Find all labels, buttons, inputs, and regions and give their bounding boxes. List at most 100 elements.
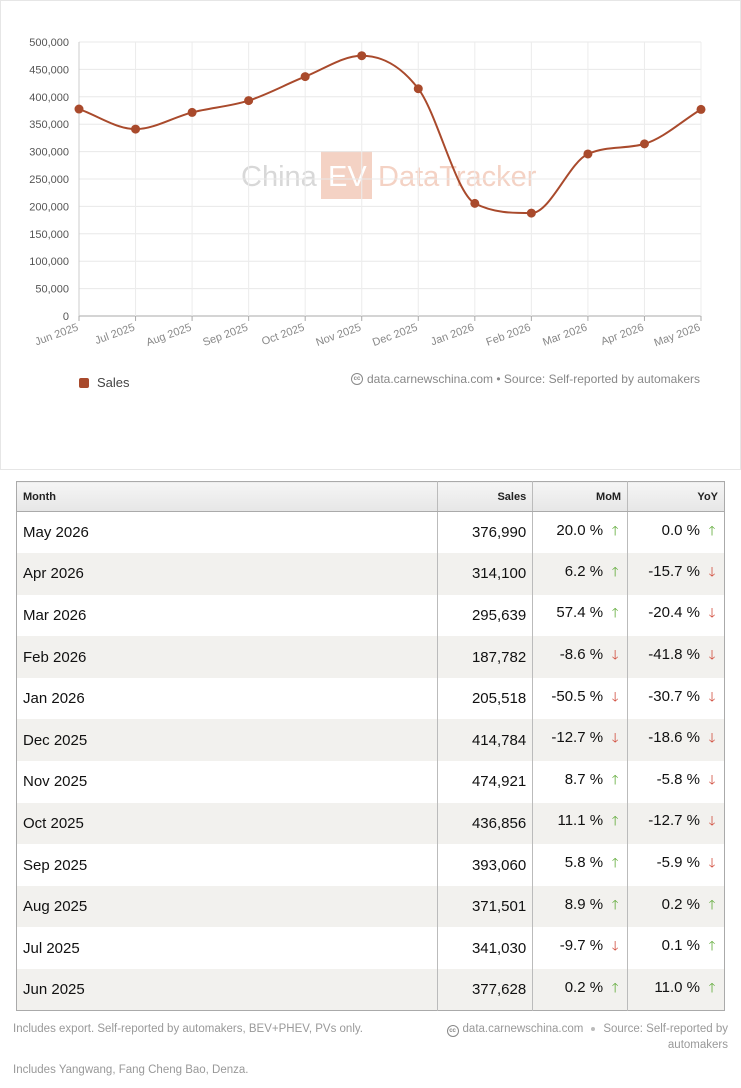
arrow-up-icon: 🡑 bbox=[708, 938, 716, 954]
data-point bbox=[696, 104, 706, 114]
cell-yoy-value: 11.0 % bbox=[654, 978, 700, 996]
cell-yoy: 0.1 % 🡑 bbox=[627, 927, 725, 970]
footer-site[interactable]: data.carnewschina.com bbox=[462, 1023, 584, 1035]
footer-source-text: Source: Self-reported by automakers bbox=[603, 1023, 728, 1051]
arrow-down-icon: 🡓 bbox=[611, 647, 619, 663]
data-point bbox=[300, 72, 310, 82]
cell-sales-value: 341,030 bbox=[471, 939, 527, 957]
table-row: Oct 2025 436,856 11.1 % 🡑 -12.7 % 🡓 bbox=[16, 802, 725, 845]
cell-yoy: -5.8 % 🡓 bbox=[627, 761, 725, 803]
chart-legend[interactable]: Sales bbox=[79, 375, 130, 390]
cell-sales-value: 377,628 bbox=[471, 981, 527, 999]
arrow-down-icon: 🡓 bbox=[708, 605, 716, 621]
cell-yoy-value: -5.9 % bbox=[656, 854, 700, 872]
x-tick-label: Jun 2025 bbox=[33, 322, 80, 349]
chart-source: cc data.carnewschina.com • Source: Self-… bbox=[350, 372, 700, 386]
arrow-up-icon: 🡑 bbox=[611, 563, 619, 579]
cell-yoy: 11.0 % 🡑 bbox=[627, 969, 725, 1011]
legend-label: Sales bbox=[97, 375, 130, 390]
cell-yoy: -18.6 % 🡓 bbox=[627, 719, 725, 762]
arrow-up-icon: 🡑 bbox=[611, 605, 619, 621]
footer-source: cc data.carnewschina.com Source: Self-repo… bbox=[418, 1021, 728, 1053]
header-month[interactable]: Month bbox=[16, 481, 439, 512]
cell-sales: 436,856 bbox=[437, 802, 534, 845]
cell-mom-value: 20.0 % bbox=[556, 521, 604, 539]
cell-sales-value: 393,060 bbox=[471, 856, 527, 874]
table-body: May 2026 376,990 20.0 % 🡑 0.0 % 🡑 Apr 2026 314,… bbox=[16, 511, 725, 1011]
cell-yoy-value: -15.7 % bbox=[648, 562, 700, 580]
table-row: May 2026 376,990 20.0 % 🡑 0.0 % 🡑 bbox=[16, 511, 725, 554]
cell-sales: 341,030 bbox=[437, 927, 534, 970]
header-mom[interactable]: MoM bbox=[532, 481, 629, 512]
cell-mom: 8.7 % 🡑 bbox=[532, 761, 629, 803]
cell-mom-value: -50.5 % bbox=[551, 687, 604, 705]
creative-commons-icon: cc bbox=[446, 1025, 459, 1037]
x-tick-label: Dec 2025 bbox=[371, 322, 419, 349]
cell-sales-value: 187,782 bbox=[471, 648, 527, 666]
cell-yoy: -12.7 % 🡓 bbox=[627, 802, 725, 845]
cell-month: Aug 2025 bbox=[16, 885, 439, 928]
arrow-up-icon: 🡑 bbox=[611, 979, 619, 995]
y-tick-label: 150,000 bbox=[29, 229, 69, 241]
watermark-china: China bbox=[241, 161, 318, 193]
x-tick-label: Jul 2025 bbox=[93, 322, 136, 348]
cell-sales: 295,639 bbox=[437, 594, 534, 637]
x-tick-label: Oct 2025 bbox=[260, 322, 306, 349]
y-tick-label: 100,000 bbox=[29, 256, 69, 268]
cell-month: Jan 2026 bbox=[16, 677, 439, 720]
cell-mom: 20.0 % 🡑 bbox=[532, 511, 629, 554]
arrow-down-icon: 🡓 bbox=[611, 938, 619, 954]
sales-table: Month Sales MoM YoY May 2026 376,990 20.0 … bbox=[16, 481, 725, 1012]
data-point bbox=[74, 104, 84, 114]
sales-line-chart: China EV DataTracker050,000100,000150,0002… bbox=[29, 37, 706, 349]
cell-mom: 0.2 % 🡑 bbox=[532, 969, 629, 1011]
table-row: Apr 2026 314,100 6.2 % 🡑 -15.7 % 🡓 bbox=[16, 553, 725, 595]
cell-month-value: Nov 2025 bbox=[23, 773, 88, 791]
cell-mom: 5.8 % 🡑 bbox=[532, 844, 629, 886]
cell-sales: 414,784 bbox=[437, 719, 534, 762]
header-yoy[interactable]: YoY bbox=[627, 481, 725, 512]
y-tick-label: 400,000 bbox=[29, 92, 69, 104]
cell-yoy: 0.0 % 🡑 bbox=[627, 511, 725, 554]
arrow-down-icon: 🡓 bbox=[708, 688, 716, 704]
cell-month-value: Feb 2026 bbox=[23, 648, 87, 666]
cell-yoy-value: -5.8 % bbox=[656, 770, 700, 788]
cell-mom: 11.1 % 🡑 bbox=[532, 802, 629, 845]
cell-mom-value: -12.7 % bbox=[551, 729, 604, 747]
arrow-down-icon: 🡓 bbox=[708, 563, 716, 579]
cell-month-value: Oct 2025 bbox=[23, 814, 84, 832]
cell-sales-value: 295,639 bbox=[471, 606, 527, 624]
x-tick-label: Nov 2025 bbox=[314, 322, 362, 349]
data-point bbox=[470, 198, 480, 208]
cell-sales-value: 414,784 bbox=[471, 731, 527, 749]
table-row: Mar 2026 295,639 57.4 % 🡑 -20.4 % 🡓 bbox=[16, 594, 725, 637]
watermark-ev: EV bbox=[328, 161, 367, 193]
data-point bbox=[244, 96, 254, 106]
x-tick-label: Feb 2026 bbox=[485, 322, 533, 349]
table-row: Nov 2025 474,921 8.7 % 🡑 -5.8 % 🡓 bbox=[16, 761, 725, 803]
arrow-down-icon: 🡓 bbox=[708, 647, 716, 663]
data-point bbox=[131, 124, 141, 134]
creative-commons-icon: cc bbox=[350, 373, 363, 385]
y-tick-label: 450,000 bbox=[29, 64, 69, 76]
cell-mom: -12.7 % 🡓 bbox=[532, 719, 629, 762]
cell-month-value: Mar 2026 bbox=[23, 606, 87, 624]
cell-mom-value: 8.9 % bbox=[564, 895, 604, 913]
arrow-down-icon: 🡓 bbox=[708, 813, 716, 829]
table-header-row: Month Sales MoM YoY bbox=[16, 481, 725, 512]
y-tick-label: 0 bbox=[63, 311, 69, 323]
cell-mom-value: 5.8 % bbox=[564, 854, 604, 872]
y-tick-label: 500,000 bbox=[29, 37, 69, 49]
arrow-up-icon: 🡑 bbox=[611, 813, 619, 829]
arrow-down-icon: 🡓 bbox=[611, 688, 619, 704]
arrow-up-icon: 🡑 bbox=[611, 771, 619, 787]
header-sales[interactable]: Sales bbox=[437, 481, 534, 512]
arrow-up-icon: 🡑 bbox=[611, 522, 619, 538]
cell-yoy: -41.8 % 🡓 bbox=[627, 636, 725, 678]
footer-brands-note: Includes Yangwang, Fang Cheng Bao, Denza… bbox=[13, 1064, 249, 1076]
cell-yoy-value: -30.7 % bbox=[648, 687, 700, 705]
table-row: Sep 2025 393,060 5.8 % 🡑 -5.9 % 🡓 bbox=[16, 844, 725, 886]
cell-month: Feb 2026 bbox=[16, 636, 439, 678]
cell-mom: 6.2 % 🡑 bbox=[532, 553, 629, 595]
cell-month: Jul 2025 bbox=[16, 927, 439, 970]
